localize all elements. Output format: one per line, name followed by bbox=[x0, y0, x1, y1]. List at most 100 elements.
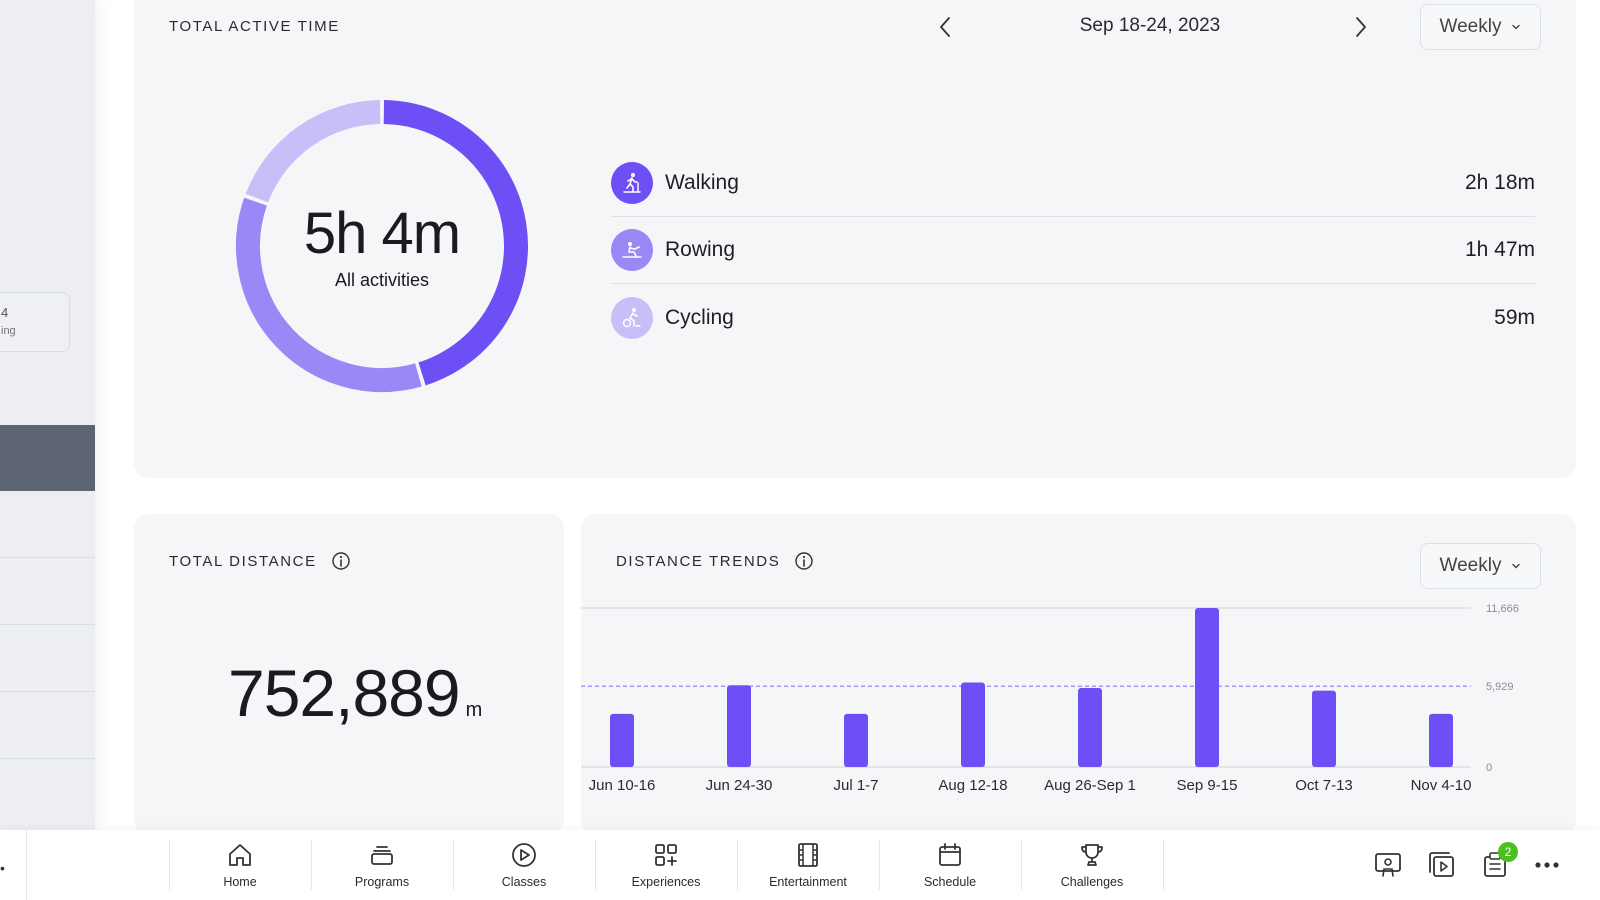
play-circle-icon bbox=[512, 843, 536, 867]
tab-separator bbox=[311, 840, 312, 890]
active-time-period-select[interactable]: Weekly bbox=[1420, 4, 1541, 50]
total-distance-title-text: TOTAL DISTANCE bbox=[169, 552, 317, 570]
y-tick-label: 11,666 bbox=[1486, 603, 1519, 615]
activity-name: Rowing bbox=[665, 238, 736, 261]
distance-trends-chart: 0 5,929 11,666 Jun 10-16 Jun 24-30 Jul 1-7 Aug… bbox=[581, 600, 1576, 815]
sidebar-divider bbox=[0, 691, 95, 692]
tab-separator bbox=[879, 840, 880, 890]
x-tick-label: Nov 4-10 bbox=[1411, 777, 1472, 794]
notifications-button[interactable]: 2 bbox=[1480, 842, 1518, 880]
activity-list: Walking 2h 18m Rowing 1h 47m Cycling 59m bbox=[611, 150, 1535, 351]
sidebar-stat-label: ing bbox=[1, 325, 16, 337]
total-distance-title: TOTAL DISTANCE bbox=[169, 551, 351, 571]
distance-trends-title-text: DISTANCE TRENDS bbox=[616, 552, 781, 570]
tab-schedule[interactable]: Schedule bbox=[879, 830, 1021, 900]
activity-row-rowing: Rowing 1h 47m bbox=[611, 217, 1535, 284]
total-distance-unit: m bbox=[465, 699, 483, 721]
distance-trends-svg: 0 5,929 11,666 Jun 10-16 Jun 24-30 Jul 1-7 Aug… bbox=[581, 603, 1519, 794]
chart-bar[interactable] bbox=[727, 685, 751, 767]
x-tick-label: Jun 10-16 bbox=[589, 777, 656, 794]
total-distance-value-wrap: 752,889 m bbox=[228, 655, 483, 731]
chevron-down-icon bbox=[1512, 24, 1521, 30]
tab-challenges[interactable]: Challenges bbox=[1021, 830, 1163, 900]
tab-separator bbox=[453, 840, 454, 890]
cycling-icon bbox=[611, 296, 653, 339]
chart-bar[interactable] bbox=[961, 682, 985, 767]
tab-label: Classes bbox=[501, 875, 547, 889]
tab-experiences[interactable]: Experiences bbox=[595, 830, 737, 900]
chevron-right-icon bbox=[1356, 17, 1366, 37]
info-icon[interactable] bbox=[794, 551, 814, 571]
y-tick-label: 5,929 bbox=[1486, 681, 1514, 693]
treadmill-walking-icon bbox=[611, 162, 653, 204]
activity-name: Walking bbox=[665, 171, 739, 194]
chart-bar[interactable] bbox=[1195, 608, 1219, 767]
tab-separator bbox=[1163, 840, 1164, 890]
period-select-label: Weekly bbox=[1439, 555, 1502, 576]
x-tick-label: Oct 7-13 bbox=[1295, 777, 1353, 794]
chevron-down-icon bbox=[1512, 563, 1521, 569]
home-icon bbox=[229, 844, 251, 866]
total-active-time-card bbox=[134, 0, 1576, 478]
donut-total-value: 5h 4m bbox=[303, 201, 461, 266]
bottom-nav-bar: • Home Programs Classes Experiences bbox=[0, 830, 1600, 900]
chart-bar[interactable] bbox=[1078, 687, 1102, 767]
x-tick-label: Sep 9-15 bbox=[1177, 777, 1238, 794]
sidebar-stat-card[interactable]: 4 ing bbox=[0, 292, 70, 352]
info-icon[interactable] bbox=[331, 551, 351, 571]
period-select-label: Weekly bbox=[1439, 16, 1502, 37]
distance-trends-card bbox=[581, 514, 1576, 834]
chart-bar[interactable] bbox=[1429, 713, 1453, 767]
sidebar-divider bbox=[0, 624, 95, 625]
activity-row-walking: Walking 2h 18m bbox=[611, 150, 1535, 217]
collapsed-handle-icon[interactable]: • bbox=[0, 860, 5, 876]
trainer-view-icon bbox=[1375, 853, 1401, 877]
chart-bar[interactable] bbox=[1312, 690, 1336, 767]
donut-svg bbox=[236, 100, 528, 392]
tab-home[interactable]: Home bbox=[169, 830, 311, 900]
media-button[interactable] bbox=[1427, 850, 1457, 880]
tab-separator bbox=[169, 840, 170, 890]
tab-separator bbox=[595, 840, 596, 890]
sidebar: 4 ing bbox=[0, 0, 95, 830]
calendar-icon bbox=[939, 843, 961, 866]
x-tick-label: Jun 24-30 bbox=[706, 777, 773, 794]
x-tick-label: Aug 12-18 bbox=[938, 777, 1007, 794]
total-active-time-title: TOTAL ACTIVE TIME bbox=[169, 18, 340, 35]
total-distance-value: 752,889 bbox=[228, 656, 461, 730]
y-tick-label: 0 bbox=[1486, 762, 1492, 774]
film-icon bbox=[798, 843, 818, 867]
x-tick-label: Aug 26-Sep 1 bbox=[1044, 777, 1136, 794]
sidebar-item-active[interactable] bbox=[0, 425, 95, 491]
tab-label: Programs bbox=[354, 875, 410, 889]
activity-value: 1h 47m bbox=[1464, 238, 1535, 261]
chart-bar[interactable] bbox=[610, 713, 634, 767]
previous-week-button[interactable] bbox=[934, 15, 958, 39]
activity-name: Cycling bbox=[665, 305, 734, 329]
activity-value: 2h 18m bbox=[1464, 171, 1535, 194]
video-library-icon bbox=[1429, 852, 1454, 877]
activity-donut-chart: 5h 4m All activities bbox=[232, 96, 532, 396]
clipboard-icon bbox=[1484, 852, 1506, 877]
donut-segment-cycling bbox=[245, 100, 381, 203]
tab-label: Experiences bbox=[631, 875, 701, 889]
more-options-button[interactable] bbox=[1532, 850, 1562, 880]
tab-classes[interactable]: Classes bbox=[453, 830, 595, 900]
donut-segment-rowing bbox=[236, 197, 422, 392]
trainer-view-button[interactable] bbox=[1373, 850, 1403, 880]
notification-badge: 2 bbox=[1498, 842, 1518, 862]
tab-label: Challenges bbox=[1060, 875, 1124, 889]
tab-label: Home bbox=[223, 875, 257, 889]
activity-row-cycling: Cycling 59m bbox=[611, 284, 1535, 351]
next-week-button[interactable] bbox=[1348, 15, 1372, 39]
tab-programs[interactable]: Programs bbox=[311, 830, 453, 900]
rowing-icon bbox=[611, 229, 653, 271]
chart-bar[interactable] bbox=[844, 713, 868, 767]
bottom-bar-divider bbox=[26, 830, 27, 900]
experiences-grid-icon bbox=[655, 844, 677, 866]
more-horizontal-icon bbox=[1535, 862, 1559, 868]
distance-trends-period-select[interactable]: Weekly bbox=[1420, 543, 1541, 589]
tab-entertainment[interactable]: Entertainment bbox=[737, 830, 879, 900]
distance-trends-title: DISTANCE TRENDS bbox=[616, 551, 814, 571]
tab-separator bbox=[737, 840, 738, 890]
